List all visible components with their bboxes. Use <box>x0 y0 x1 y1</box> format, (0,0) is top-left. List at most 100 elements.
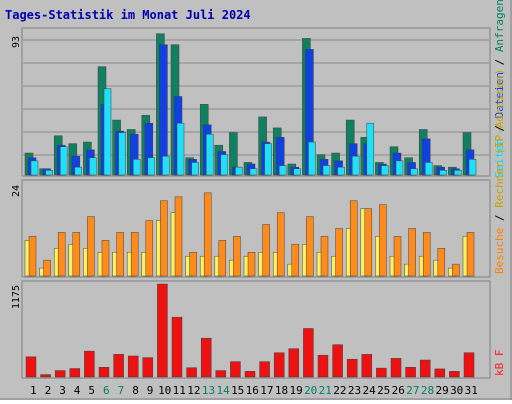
panel-requests: 93 Seiten / Dateien / Anfragen <box>11 0 506 178</box>
day-label: 17 <box>260 384 273 397</box>
panel-visitors: 24 Besuche / Rechner (IP-Adressen) <box>11 69 506 278</box>
besuche-bar <box>320 236 329 277</box>
day-label: 18 <box>275 384 288 397</box>
day-label: 27 <box>406 384 419 397</box>
panel-requests-max-label: 93 <box>11 36 22 48</box>
besuche-bar <box>189 252 197 277</box>
besuche-bar <box>43 259 51 277</box>
besuche-bar <box>379 204 387 277</box>
kb-bar <box>113 354 124 378</box>
kb-bar <box>230 361 241 378</box>
kb-bar <box>244 371 256 378</box>
kb-bar <box>390 358 402 378</box>
kb-bar <box>25 356 37 378</box>
kb-bar <box>69 368 81 378</box>
day-label: 13 <box>202 384 215 397</box>
seiten-bar <box>162 155 170 176</box>
besuche-bar <box>349 200 358 277</box>
seiten-bar <box>176 122 185 176</box>
kb-bar <box>40 374 51 378</box>
seiten-bar <box>351 155 360 176</box>
kb-bar <box>288 348 300 378</box>
day-label: 7 <box>118 384 125 397</box>
kb-bar <box>215 370 227 378</box>
panel-volume-frame <box>21 280 491 379</box>
seiten-bar <box>235 166 243 176</box>
seiten-bar <box>308 141 316 176</box>
seiten-bar <box>395 160 404 176</box>
kb-bar <box>434 368 446 378</box>
day-label: 1 <box>30 384 37 397</box>
seiten-bar <box>454 170 462 176</box>
kb-bar <box>449 371 460 378</box>
x-axis-day-labels: 1 2 3 4 5 6 7 8 9 10 11 12 13 14 15 16 17 18 19 20 21 22 23 24 2… <box>30 384 478 397</box>
kb-bar <box>405 367 416 378</box>
besuche-bar <box>87 216 95 277</box>
besuche-bar <box>247 252 256 277</box>
day-label: 16 <box>246 384 259 397</box>
kb-bar <box>463 352 475 378</box>
besuche-bar <box>364 208 373 277</box>
day-label: 8 <box>132 384 139 397</box>
day-label: 11 <box>173 384 186 397</box>
day-label: 30 <box>450 384 463 397</box>
day-label: 14 <box>216 384 230 397</box>
seiten-bar <box>468 159 477 176</box>
day-label: 2 <box>45 384 52 397</box>
kb-bar <box>186 367 197 378</box>
day-label: 29 <box>435 384 448 397</box>
besuche-bar <box>218 240 227 277</box>
day-label: 12 <box>187 384 200 397</box>
day-label: 21 <box>319 384 332 397</box>
legend-seiten: Seiten <box>493 138 506 178</box>
panel-requests-bars <box>23 33 489 176</box>
seiten-bar <box>249 168 258 176</box>
day-label: 19 <box>289 384 302 397</box>
seiten-bar <box>147 157 156 176</box>
besuche-bar <box>276 212 285 277</box>
day-label: 31 <box>465 384 478 397</box>
panel-visitors-max-label: 24 <box>11 185 22 197</box>
day-label: 15 <box>231 384 244 397</box>
besuche-bar <box>422 232 431 277</box>
day-label: 20 <box>304 384 317 397</box>
panel-visitors-bars <box>24 192 475 277</box>
kb-bar <box>84 350 95 378</box>
legend-anfragen: Anfragen <box>493 0 506 52</box>
besuche-bar <box>145 220 154 277</box>
kb-bar <box>346 358 358 378</box>
besuche-bar <box>116 232 124 277</box>
day-label: 9 <box>147 384 154 397</box>
kb-bar <box>332 344 343 378</box>
legend-separator-3: / <box>493 214 506 221</box>
kb-bar <box>361 354 373 378</box>
day-label: 3 <box>59 384 66 397</box>
seiten-bar <box>264 143 272 176</box>
day-label: 23 <box>348 384 361 397</box>
day-label: 22 <box>333 384 346 397</box>
seiten-bar <box>118 132 126 176</box>
day-label: 28 <box>421 384 434 397</box>
seiten-bar <box>337 166 345 176</box>
besuche-bar <box>335 228 343 277</box>
seiten-bar <box>89 157 97 176</box>
seiten-bar <box>191 162 199 176</box>
seiten-bar <box>381 165 389 176</box>
kb-bar <box>171 316 183 378</box>
besuche-bar <box>174 196 183 277</box>
seiten-bar <box>220 154 229 176</box>
seiten-bar <box>366 122 375 176</box>
seiten-bar <box>103 88 112 176</box>
kb-bar <box>142 357 154 378</box>
kb-bar <box>98 367 110 378</box>
kb-bar <box>317 354 329 378</box>
besuche-bar <box>101 240 110 277</box>
kb-bar <box>127 355 139 378</box>
kb-bar <box>157 283 168 378</box>
besuche-bar <box>203 192 212 277</box>
legend-rechner: Rechner (IP-Adressen) <box>493 69 506 208</box>
legend-besuche: Besuche <box>493 228 506 274</box>
kb-bar <box>54 370 66 378</box>
seiten-bar <box>410 168 418 176</box>
day-label: 25 <box>377 384 390 397</box>
